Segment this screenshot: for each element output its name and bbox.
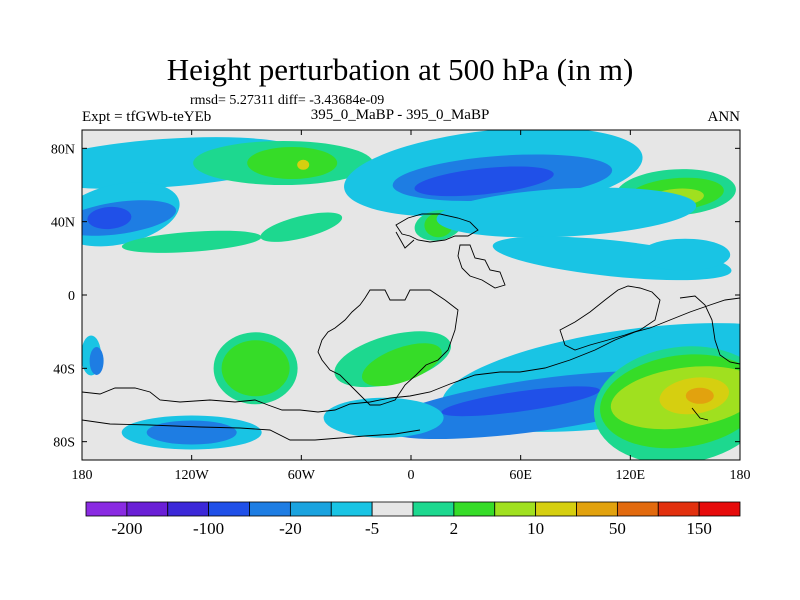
contour-region-green (221, 340, 290, 397)
coastline-australia (679, 295, 740, 365)
coastline-indian-ocean (559, 285, 661, 351)
coastline-southern-edge (82, 419, 421, 441)
y-tick-label: 0 (68, 289, 75, 304)
contour-region-blue (414, 166, 554, 197)
colorbar-label: -100 (193, 519, 224, 538)
y-tick-label: 80S (53, 436, 75, 451)
y-tick-label: 80N (51, 142, 75, 157)
colorbar-label: -20 (279, 519, 302, 538)
colorbar-bin (576, 501, 618, 517)
colorbar-label: 50 (609, 519, 626, 538)
colorbar-bin (657, 501, 700, 517)
coastline-south-america (317, 289, 459, 406)
colorbar-bin (535, 501, 577, 517)
x-tick-label: 180 (72, 468, 93, 483)
colorbar-label: -200 (111, 519, 142, 538)
contour-region-cyan (640, 238, 731, 271)
x-tick-label: 60W (288, 468, 316, 483)
contour-region-green (247, 147, 338, 179)
colorbar-bin (616, 501, 659, 517)
contour-region-blue (87, 206, 132, 230)
coastline-antarctic-coast (82, 297, 740, 413)
contour-region-blue (441, 386, 600, 417)
x-tick-label: 120W (175, 468, 210, 483)
x-tick-label: 0 (408, 468, 415, 483)
x-tick-label: 120E (616, 468, 646, 483)
colorbar-bin (698, 501, 741, 517)
contour-region-orange (685, 387, 714, 404)
y-tick-label: 40S (53, 362, 75, 377)
colorbar-bin (371, 501, 414, 517)
coastline-europe (395, 213, 479, 243)
colorbar-label: 150 (686, 519, 712, 538)
y-tick-label: 40N (51, 216, 75, 231)
colorbar-bin (330, 501, 373, 517)
colorbar-bin (494, 501, 537, 517)
contour-region-blue-light (89, 347, 104, 375)
season-label: ANN (707, 109, 741, 125)
colorbar-label: 2 (450, 519, 459, 538)
contour-region-cyan (323, 397, 444, 438)
colorbar-label: -5 (365, 519, 379, 538)
colorbar-bin (208, 501, 250, 517)
colorbar-bin (289, 501, 332, 517)
colorbar-bin (453, 501, 496, 517)
experiment-label: Expt = tfGWb-teYEb (82, 109, 212, 125)
colorbar-bin (167, 501, 210, 517)
coastlines (82, 213, 740, 441)
colorbar: -200 -100 -20 -5 2 10 50 150 (85, 501, 741, 538)
contour-region-green-light (260, 212, 343, 242)
colorbar-bin (85, 501, 128, 517)
contour-fields (82, 130, 740, 460)
colorbar-bin (412, 501, 455, 517)
coastline-africa (457, 244, 506, 289)
contour-region-cyan (436, 187, 697, 238)
colorbar-label: 10 (527, 519, 544, 538)
contour-region-green (362, 343, 442, 387)
chart-title: Height perturbation at 500 hPa (in m) (166, 52, 634, 87)
contour-region-yellow (297, 159, 310, 170)
coastline-east-asia (691, 407, 709, 421)
contour-region-blue-light (146, 420, 237, 445)
x-tick-label: 180 (730, 468, 751, 483)
x-tick-label: 60E (509, 468, 532, 483)
axes: 180 120W 60W 0 60E 120E 180 80N 40N 0 40S 80S (51, 130, 751, 483)
coastline-north-coast (395, 231, 415, 249)
colorbar-bin (249, 501, 291, 517)
contour-region-green-light (121, 230, 262, 253)
colorbar-bin (126, 501, 169, 517)
case-label: 395_0_MaBP - 395_0_MaBP (310, 107, 490, 123)
rmsd-diff-stats: rmsd= 5.27311 diff= -3.43684e-09 (190, 93, 385, 108)
